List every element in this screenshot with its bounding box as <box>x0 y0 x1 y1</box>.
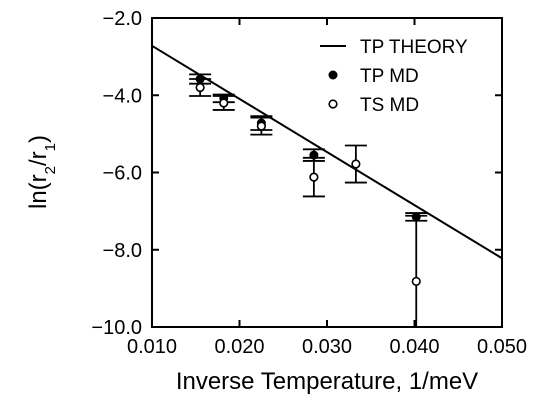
y-axis-title-part: /r <box>25 151 52 166</box>
x-tick-label: 0.010 <box>127 336 177 358</box>
legend-label-tp-md: TP MD <box>360 66 419 87</box>
x-tick-label: 0.050 <box>477 336 527 358</box>
ticks-layer: 0.010 0.020 0.030 0.040 0.050 −10.0 −8.0 −6.0 −4… <box>91 8 527 358</box>
y-axis-title-part: ) <box>25 135 52 143</box>
plot-frame <box>151 17 503 328</box>
ts-md-point <box>195 82 205 93</box>
legend-filled-circle-marker <box>328 70 338 80</box>
y-tick-label: −4.0 <box>103 85 142 107</box>
legend-label-tp-theory: TP THEORY <box>360 37 468 58</box>
legend-open-circle-marker <box>328 99 338 109</box>
ts-md-point <box>256 121 266 131</box>
x-axis-title: Inverse Temperature, 1/meV <box>176 368 478 395</box>
x-tick-label: 0.020 <box>214 336 264 358</box>
ts-md-point <box>351 159 361 169</box>
y-axis-title-subscript: 2 <box>42 166 59 174</box>
y-tick-label: −2.0 <box>103 8 142 30</box>
ts-md-point <box>309 172 319 182</box>
theory-line <box>151 44 503 260</box>
y-axis-title-subscript: 1 <box>42 143 59 151</box>
legend: TP THEORY TP MD TS MD <box>320 37 468 116</box>
y-axis-title-part: ln(r <box>25 174 52 209</box>
x-tick-label: 0.030 <box>302 336 352 358</box>
tp-md-point <box>195 74 205 84</box>
series-layer <box>151 44 503 327</box>
x-tick-label: 0.040 <box>389 336 439 358</box>
y-tick-label: −10.0 <box>91 317 142 339</box>
tp-md-point <box>309 150 319 160</box>
y-axis-title: ln(r2/r1) <box>25 135 59 209</box>
y-tick-label: −8.0 <box>103 240 142 262</box>
tp-md-point <box>411 212 421 222</box>
ts-md-point <box>219 98 229 108</box>
ts-md-point <box>411 276 421 287</box>
y-tick-label: −6.0 <box>103 163 142 185</box>
legend-label-ts-md: TS MD <box>360 95 419 116</box>
